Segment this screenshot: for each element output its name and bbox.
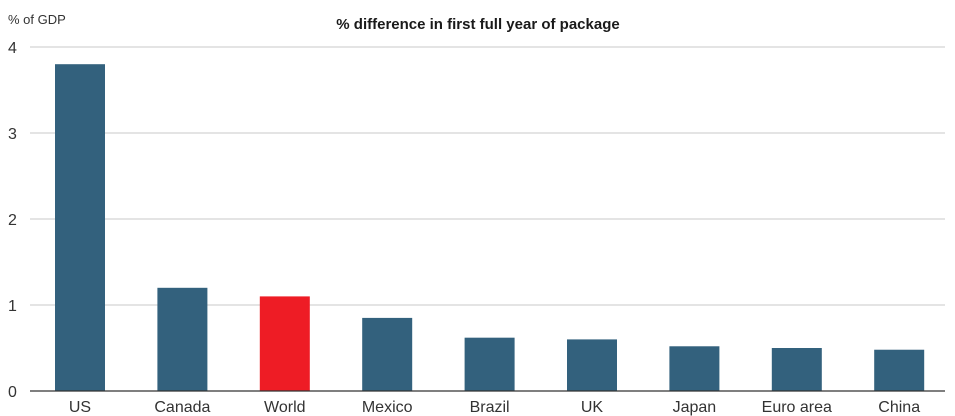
y-tick-label: 0 <box>8 384 17 401</box>
y-tick-label: 4 <box>8 40 17 57</box>
bar-world <box>259 296 310 391</box>
y-tick-label: 1 <box>8 298 17 315</box>
bar-china <box>874 349 925 391</box>
bar-japan <box>669 346 720 391</box>
y-tick-label: 3 <box>8 126 17 143</box>
bars <box>55 64 925 391</box>
x-tick-label: World <box>264 399 306 416</box>
x-tick-label: Canada <box>154 399 210 416</box>
bar-brazil <box>464 337 515 391</box>
y-tick-label: 2 <box>8 212 17 229</box>
bar-mexico <box>362 317 413 391</box>
y-axis-ticks: 0 1 2 3 4 <box>8 40 17 401</box>
bar-uk <box>567 339 617 391</box>
bar-canada <box>157 287 208 391</box>
x-tick-label: US <box>69 399 91 416</box>
chart-title: % difference in first full year of packa… <box>336 16 619 33</box>
x-tick-label: Brazil <box>470 399 510 416</box>
x-tick-label: Euro area <box>762 399 832 416</box>
x-tick-label: Mexico <box>362 399 413 416</box>
x-axis-ticks: US Canada World Mexico Brazil UK Japan Euro are… <box>69 399 920 416</box>
gridlines <box>30 46 945 306</box>
x-tick-label: UK <box>581 399 604 416</box>
bar-euro-area <box>771 348 822 391</box>
y-axis-unit-label: % of GDP <box>8 12 66 27</box>
bar-us <box>55 64 105 391</box>
x-tick-label: Japan <box>673 399 717 416</box>
x-tick-label: China <box>878 399 920 416</box>
